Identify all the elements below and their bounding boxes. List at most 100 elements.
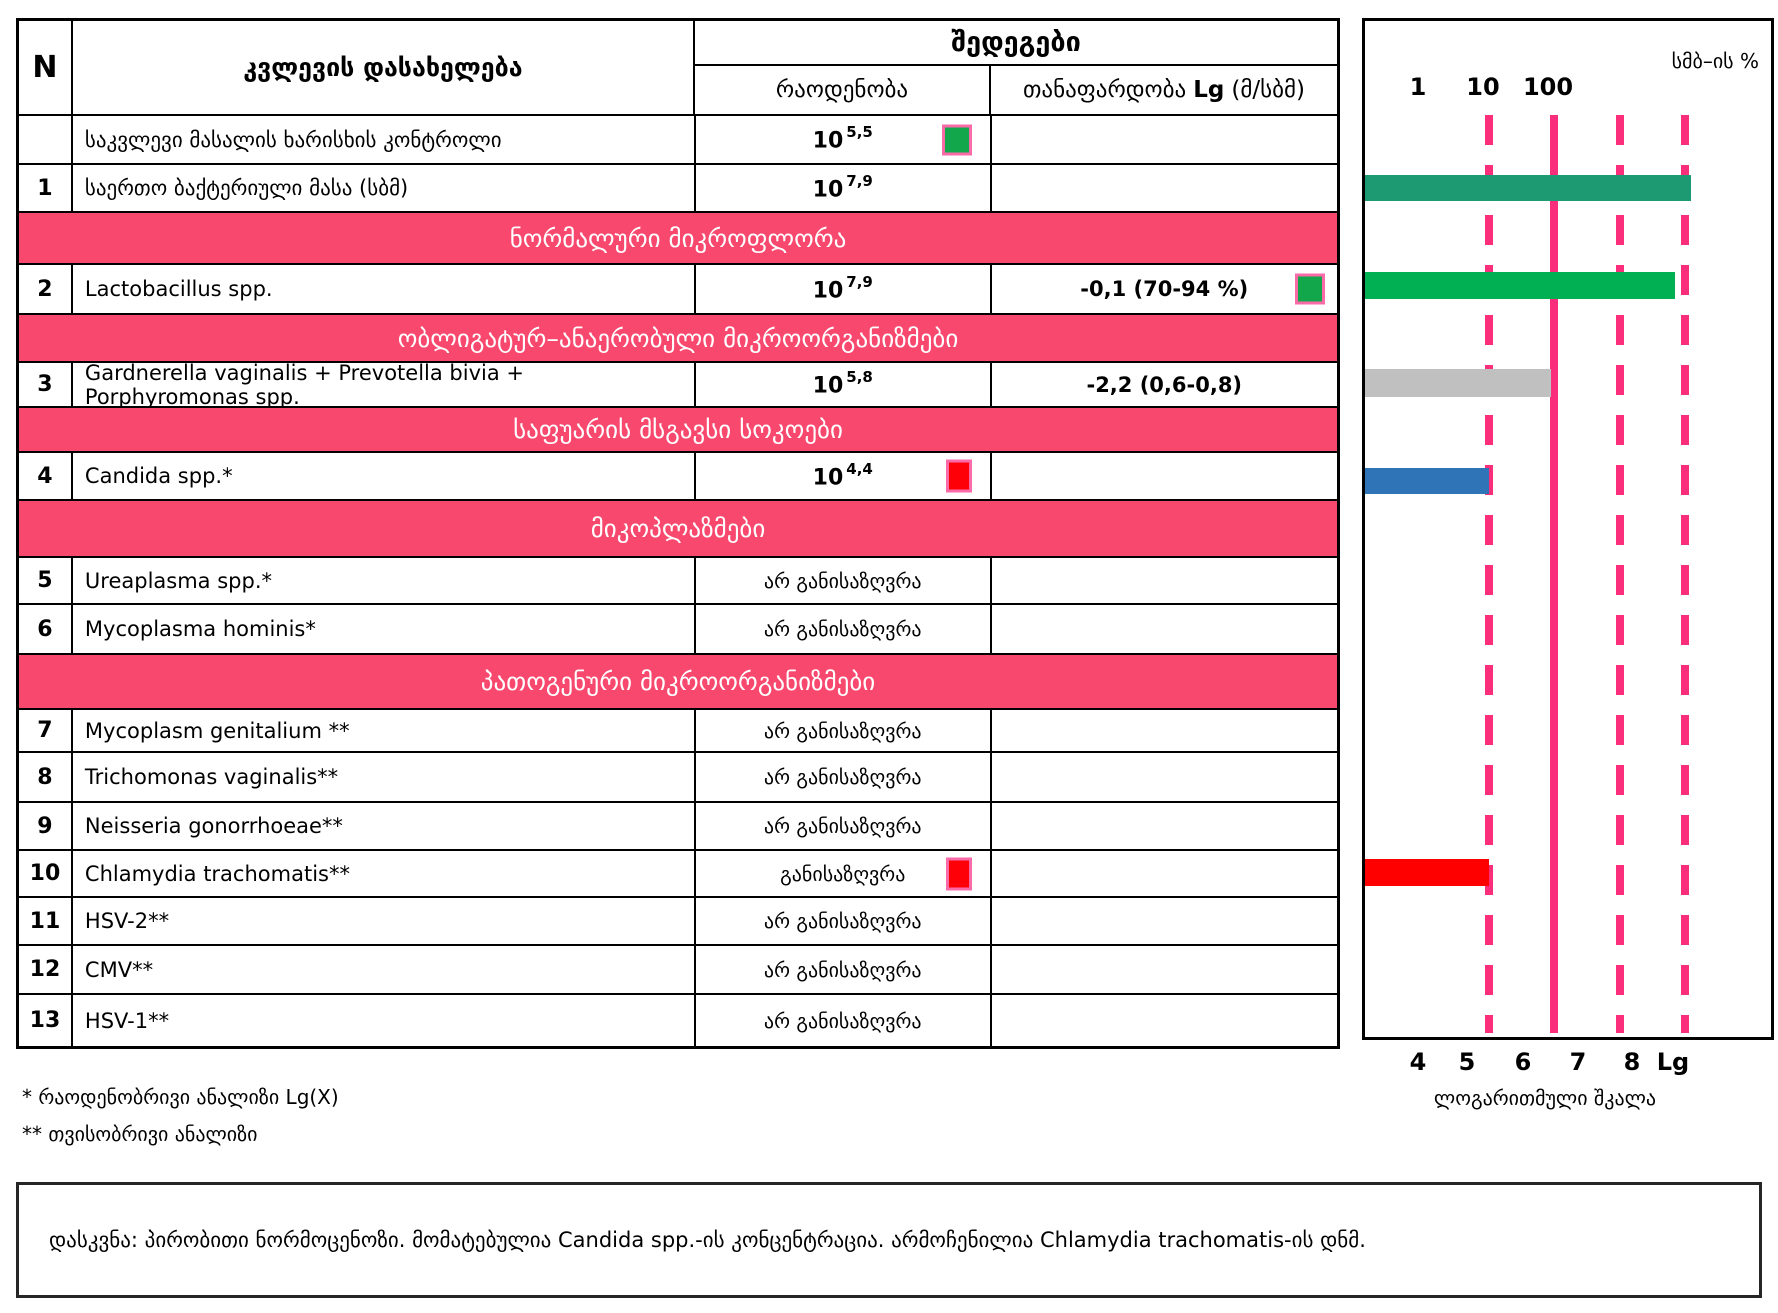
row-ratio [992, 803, 1337, 849]
table-row: 10 Chlamydia trachomatis** განისაზღვრა [19, 851, 1337, 898]
row-quantity: არ განისაზღვრა [696, 710, 992, 751]
row-quantity: არ განისაზღვრა [696, 558, 992, 603]
log-scale-caption: ლოგარითმული შკალა [1433, 1086, 1657, 1110]
section-row: ობლიგატურ–ანაერობული მიკროორგანიზმები [19, 315, 1337, 363]
header-ratio-post: (მ/სბმ) [1231, 77, 1306, 103]
table-row: 2 Lactobacillus spp. 10 7,9 -0,1 (70-94 %… [19, 265, 1337, 315]
row-quantity: 10 4,4 [696, 453, 992, 499]
table-row: 6 Mycoplasma hominis* არ განისაზღვრა [19, 605, 1337, 655]
bar-candida [1365, 468, 1489, 494]
table-row: 5 Ureaplasma spp.* არ განისაზღვრა [19, 558, 1337, 605]
quantity-value: 10 4,4 [812, 459, 873, 491]
chart-percent-axis-label: სმბ–ის % [1671, 49, 1759, 73]
table-row: 13 HSV-1** არ განისაზღვრა [19, 995, 1337, 1046]
quantity-value: 10 7,9 [812, 171, 873, 203]
percent-tick-1: 1 [1409, 73, 1427, 101]
row-ratio [992, 995, 1337, 1046]
row-number: 11 [19, 898, 73, 944]
row-ratio: -2,2 (0,6-0,8) [1086, 372, 1243, 397]
row-quantity: 10 5,8 [696, 363, 992, 406]
row-number: 8 [19, 753, 73, 801]
section-title: ობლიგატურ–ანაერობული მიკროორგანიზმები [19, 315, 1337, 361]
bar-chlamydia [1365, 859, 1489, 886]
row-quantity: არ განისაზღვრა [696, 803, 992, 849]
row-ratio: -0,1 (70-94 %) [992, 265, 1337, 313]
quantity-value: არ განისაზღვრა [763, 765, 922, 789]
row-name: Lactobacillus spp. [73, 265, 696, 313]
percent-tick-10: 10 [1466, 73, 1500, 101]
table-header: N კვლევის დასახელება შედეგები რაოდენობა … [19, 21, 1337, 116]
quantity-value: 10 7,9 [812, 272, 873, 304]
lg-tick-4: 4 [1409, 1048, 1427, 1076]
row-name: Gardnerella vaginalis + Prevotella bivia… [73, 361, 696, 409]
section-title: მიკოპლაზმები [19, 501, 1337, 556]
section-row: მიკოპლაზმები [19, 501, 1337, 558]
row-quantity: არ განისაზღვრა [696, 995, 992, 1046]
table-row: 1 საერთო ბაქტერიული მასა (სბმ) 10 7,9 [19, 165, 1337, 213]
table-row: 3 Gardnerella vaginalis + Prevotella biv… [19, 361, 1337, 409]
results-table: N კვლევის დასახელება შედეგები რაოდენობა … [16, 18, 1340, 1049]
row-ratio [992, 898, 1337, 944]
section-title: პათოგენური მიკროორგანიზმები [19, 655, 1337, 708]
row-number: 6 [19, 605, 73, 653]
lg-tick-7: 7 [1569, 1048, 1587, 1076]
row-ratio [992, 851, 1337, 896]
row-quantity: არ განისაზღვრა [696, 946, 992, 993]
row-ratio [992, 116, 1337, 163]
quantity-value: არ განისაზღვრა [763, 814, 922, 838]
result-marker-red [945, 857, 972, 890]
guide-line-dashed-2 [1616, 115, 1624, 1033]
section-row: საფუარის მსგავსი სოკოები [19, 408, 1337, 453]
guide-line-dashed-3 [1681, 115, 1689, 1033]
table-row: 4 Candida spp.* 10 4,4 [19, 453, 1337, 501]
row-ratio [992, 558, 1337, 603]
row-ratio [992, 946, 1337, 993]
row-ratio [992, 605, 1337, 653]
row-quantity: 10 5,5 [696, 116, 992, 163]
result-marker-red [945, 459, 972, 493]
row-number: 4 [19, 453, 73, 499]
row-name: საერთო ბაქტერიული მასა (სბმ) [73, 165, 696, 211]
row-number: 1 [19, 165, 73, 211]
table-row: 11 HSV-2** არ განისაზღვრა [19, 898, 1337, 946]
header-ratio-pre: თანაფარდობა [1022, 77, 1187, 103]
header-results: შედეგები [695, 21, 1337, 66]
percent-tick-100: 100 [1522, 73, 1574, 101]
header-results-block: შედეგები რაოდენობა თანაფარდობა Lg (მ/სბმ… [695, 21, 1337, 114]
row-number: 2 [19, 265, 73, 313]
row-number: 10 [19, 851, 73, 896]
lg-tick-8: 8 [1623, 1048, 1641, 1076]
header-results-sub: რაოდენობა თანაფარდობა Lg (მ/სბმ) [695, 66, 1337, 114]
row-quantity: არ განისაზღვრა [696, 605, 992, 653]
table-row: 7 Mycoplasm genitalium ** არ განისაზღვრა [19, 710, 1337, 753]
header-quantity: რაოდენობა [695, 66, 991, 114]
table-row: 12 CMV** არ განისაზღვრა [19, 946, 1337, 995]
header-ratio-lg: Lg [1193, 77, 1225, 103]
quantity-value: 10 5,8 [812, 368, 873, 399]
bar-anaerobes [1365, 369, 1551, 397]
lg-axis-label: Lg [1656, 1048, 1690, 1076]
row-quantity: 10 7,9 [696, 165, 992, 211]
row-name: Trichomonas vaginalis** [73, 753, 696, 801]
ratio-value: -0,1 (70-94 %) [1080, 277, 1249, 301]
conclusion-box: დასკვნა: პირობითი ნორმოცენოზი. მომატებულ… [16, 1182, 1762, 1298]
row-name: Mycoplasma hominis* [73, 605, 696, 653]
row-ratio [992, 165, 1337, 211]
row-quantity: არ განისაზღვრა [696, 753, 992, 801]
row-name: საკვლევი მასალის ხარისხის კონტროლი [73, 116, 696, 163]
row-name: Ureaplasma spp.* [73, 558, 696, 603]
section-row: პათოგენური მიკროორგანიზმები [19, 655, 1337, 710]
row-number: 7 [19, 710, 73, 751]
row-number: 3 [19, 363, 73, 406]
header-ratio: თანაფარდობა Lg (მ/სბმ) [991, 66, 1337, 114]
result-marker-green [1295, 273, 1325, 305]
quantity-value: არ განისაზღვრა [763, 1008, 922, 1033]
row-ratio [992, 710, 1337, 751]
row-quantity: არ განისაზღვრა [696, 898, 992, 944]
guide-line-dashed-1 [1485, 115, 1493, 1033]
quantity-value: განისაზღვრა [780, 861, 906, 886]
row-name: Chlamydia trachomatis** [73, 851, 696, 896]
guide-line-solid [1550, 115, 1558, 1033]
header-test-name: კვლევის დასახელება [73, 21, 695, 114]
quantity-value: არ განისაზღვრა [763, 909, 922, 933]
